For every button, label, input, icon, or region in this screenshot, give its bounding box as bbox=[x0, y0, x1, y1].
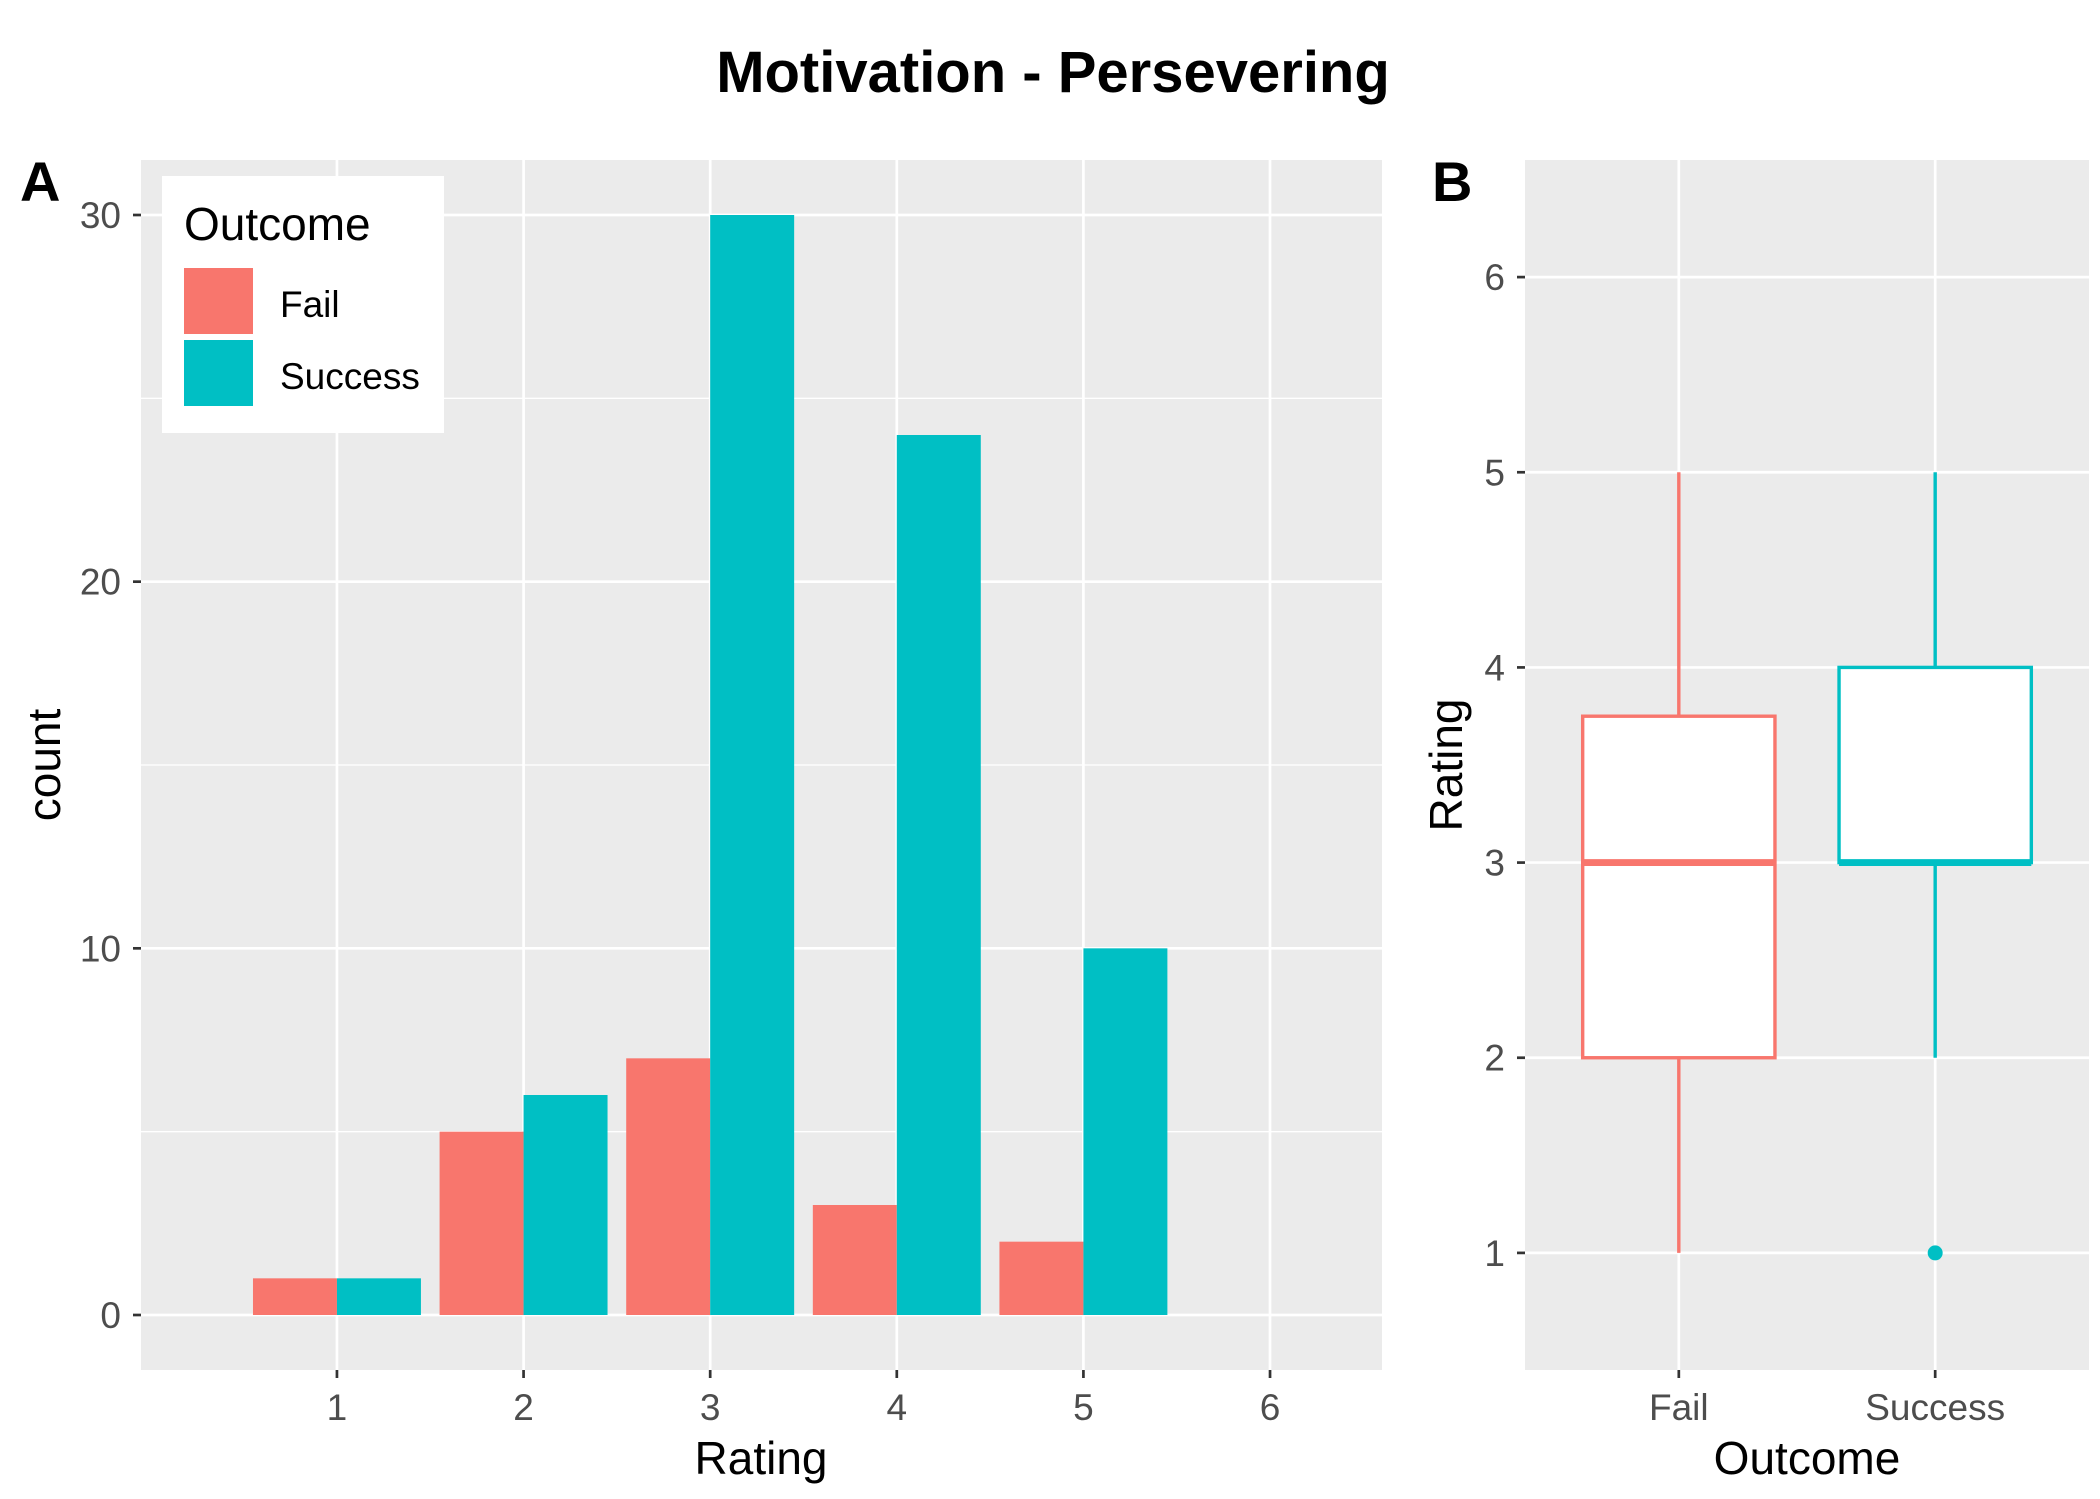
figure-title: Motivation - Persevering bbox=[716, 40, 1390, 105]
x-tick-label: 3 bbox=[700, 1387, 721, 1428]
x-axis-title-a: Rating bbox=[695, 1432, 828, 1484]
y-axis-title-b: Rating bbox=[1420, 699, 1472, 832]
bar-success-rating-5 bbox=[1083, 948, 1168, 1315]
y-tick-label: 10 bbox=[80, 928, 121, 969]
legend-title: Outcome bbox=[184, 198, 371, 250]
bar-success-rating-1 bbox=[336, 1278, 421, 1315]
legend: Outcome Fail Success bbox=[162, 176, 444, 433]
y-tick-label: 6 bbox=[1484, 257, 1505, 298]
y-tick-label: 4 bbox=[1484, 647, 1505, 688]
y-tick-label: 20 bbox=[80, 562, 121, 603]
panel-label-b: B bbox=[1432, 150, 1472, 213]
bar-fail-rating-3 bbox=[626, 1058, 711, 1315]
y-axis-title-a: count bbox=[18, 709, 70, 822]
legend-key-success bbox=[184, 340, 253, 406]
outlier-point-success bbox=[1927, 1245, 1943, 1261]
x-tick-label: Fail bbox=[1649, 1387, 1709, 1428]
x-tick-label: Success bbox=[1865, 1387, 2005, 1428]
panel-b: 1 2 3 4 5 6 Fail Success bbox=[1484, 160, 2089, 1428]
panel-label-a: A bbox=[20, 150, 60, 213]
y-tick-label: 1 bbox=[1484, 1233, 1505, 1274]
legend-key-fail bbox=[184, 268, 253, 334]
legend-label-success: Success bbox=[280, 356, 420, 397]
bar-fail-rating-4 bbox=[812, 1205, 897, 1315]
x-tick-label: 4 bbox=[887, 1387, 908, 1428]
y-tick-label: 5 bbox=[1484, 452, 1505, 493]
x-axis-title-b: Outcome bbox=[1714, 1432, 1901, 1484]
y-tick-label: 0 bbox=[100, 1295, 121, 1336]
x-tick-label: 6 bbox=[1260, 1387, 1281, 1428]
y-tick-label: 3 bbox=[1484, 843, 1505, 884]
bar-success-rating-2 bbox=[523, 1095, 608, 1315]
x-tick-label: 5 bbox=[1073, 1387, 1094, 1428]
bar-success-rating-4 bbox=[896, 435, 981, 1315]
legend-label-fail: Fail bbox=[280, 284, 340, 325]
box-success bbox=[1837, 665, 2034, 865]
y-tick-label: 30 bbox=[80, 195, 121, 236]
bar-fail-rating-2 bbox=[439, 1131, 524, 1315]
y-tick-label: 2 bbox=[1484, 1038, 1505, 1079]
bar-fail-rating-5 bbox=[999, 1241, 1084, 1315]
bar-success-rating-3 bbox=[710, 215, 795, 1315]
x-tick-label: 1 bbox=[327, 1387, 348, 1428]
bar-fail-rating-1 bbox=[252, 1278, 337, 1315]
x-tick-label: 2 bbox=[513, 1387, 534, 1428]
box-fail bbox=[1580, 714, 1777, 1060]
